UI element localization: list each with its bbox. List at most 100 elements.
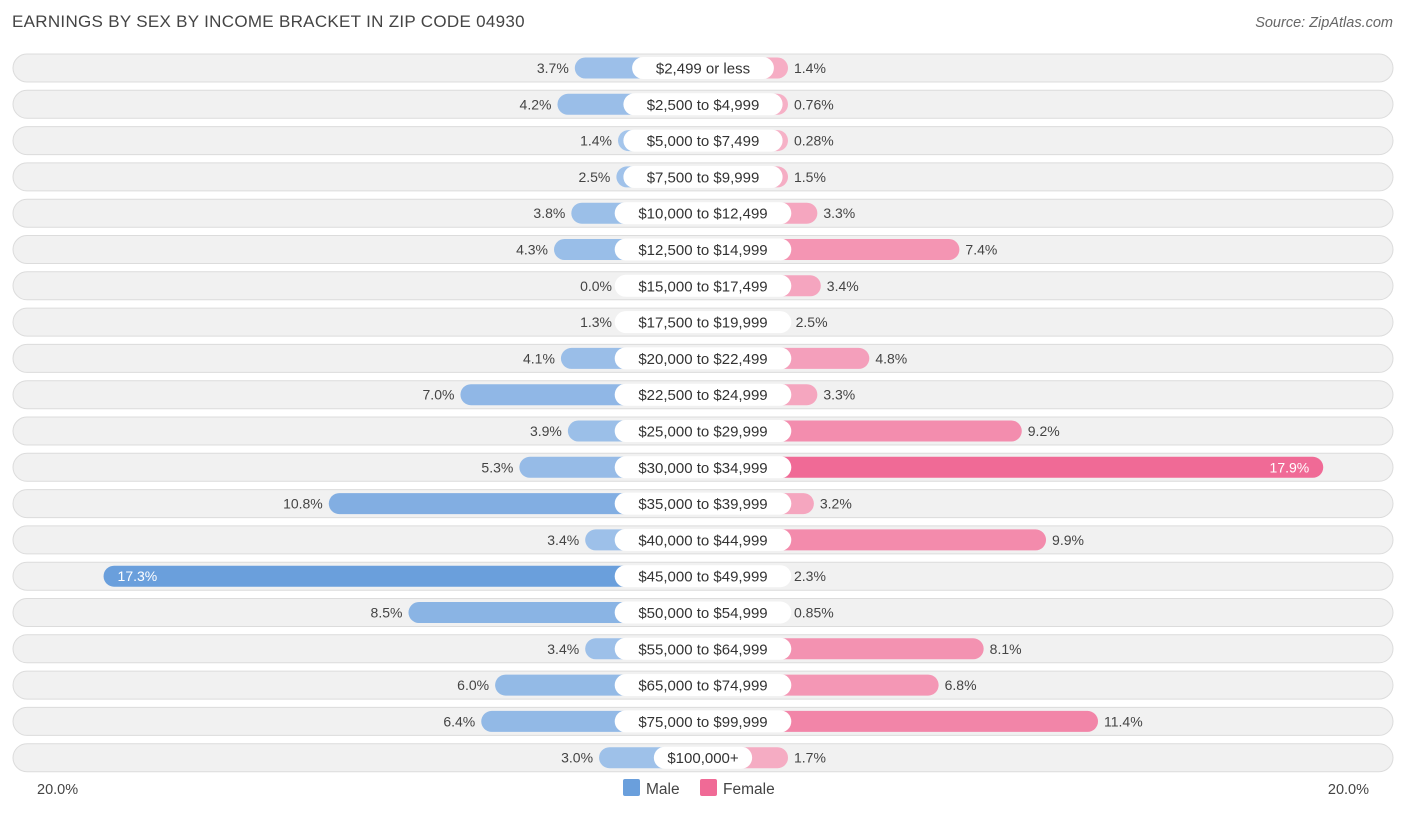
category-label: $2,500 to $4,999 — [647, 97, 760, 114]
value-label-female: 11.4% — [1104, 713, 1143, 729]
category-label: $100,000+ — [667, 750, 739, 767]
chart-row: 8.5% 0.85% $50,000 to $54,999 — [12, 598, 1394, 627]
value-label-male: 3.7% — [537, 60, 569, 76]
category-pill — [614, 710, 792, 733]
chart-row: 4.3% 7.4% $12,500 to $14,999 — [12, 235, 1394, 264]
value-label-female: 0.28% — [794, 133, 834, 149]
value-label-female: 2.3% — [794, 568, 826, 584]
legend-label-male: Male — [646, 781, 680, 798]
value-label-female: 0.85% — [794, 605, 834, 621]
category-label: $2,499 or less — [656, 61, 750, 78]
category-label: $50,000 to $54,999 — [638, 605, 767, 622]
value-label-male: 17.3% — [118, 568, 158, 584]
category-label: $5,000 to $7,499 — [647, 133, 760, 150]
value-label-male: 1.3% — [580, 314, 612, 330]
bar-female — [703, 456, 1324, 478]
legend-swatch-female — [700, 779, 717, 796]
category-label: $17,500 to $19,999 — [638, 315, 767, 332]
category-pill — [614, 492, 792, 515]
value-label-male: 4.1% — [523, 350, 555, 366]
category-pill — [614, 674, 792, 697]
value-label-female: 17.9% — [1270, 459, 1310, 475]
category-label: $20,000 to $22,499 — [638, 351, 767, 368]
category-pill — [623, 129, 783, 152]
category-label: $10,000 to $12,499 — [638, 206, 767, 223]
category-label: $25,000 to $29,999 — [638, 424, 767, 441]
category-label: $40,000 to $44,999 — [638, 532, 767, 549]
chart-row: 3.0% 1.7% $100,000+ — [12, 743, 1394, 773]
value-label-male: 8.5% — [371, 605, 403, 621]
category-pill — [614, 274, 792, 297]
chart-title: EARNINGS BY SEX BY INCOME BRACKET IN ZIP… — [12, 12, 525, 31]
category-pill — [614, 565, 792, 588]
category-label: $22,500 to $24,999 — [638, 387, 767, 404]
value-label-male: 0.0% — [580, 278, 612, 294]
category-pill — [614, 601, 792, 624]
value-label-male: 3.9% — [530, 423, 562, 439]
category-label: $35,000 to $39,999 — [638, 496, 767, 513]
chart-row: 1.4% 0.28% $5,000 to $7,499 — [12, 126, 1394, 156]
chart-row: 6.0% 6.8% $65,000 to $74,999 — [12, 670, 1394, 700]
category-pill — [614, 420, 792, 442]
value-label-female: 7.4% — [965, 242, 997, 258]
value-label-male: 6.4% — [443, 713, 475, 729]
category-pill — [614, 637, 792, 660]
value-label-female: 3.4% — [827, 278, 859, 294]
category-pill — [614, 383, 792, 406]
value-label-male: 3.4% — [547, 641, 579, 657]
value-label-male: 2.5% — [578, 169, 610, 185]
chart-row: 2.5% 1.5% $7,500 to $9,999 — [12, 162, 1394, 192]
bar-female — [703, 710, 1099, 732]
value-label-female: 6.8% — [945, 677, 977, 693]
category-pill — [614, 202, 792, 225]
value-label-male: 10.8% — [283, 496, 323, 512]
axis-label-left: 20.0% — [37, 782, 78, 798]
chart-row: 3.4% 8.1% $55,000 to $64,999 — [12, 634, 1394, 664]
category-pill — [632, 57, 774, 79]
value-label-female: 1.7% — [794, 750, 826, 766]
value-label-female: 3.3% — [823, 205, 855, 221]
chart-row: 5.3% 17.9% $30,000 to $34,999 — [12, 452, 1394, 482]
bar-male — [103, 565, 704, 587]
category-pill — [614, 311, 792, 334]
chart-row: 3.7% 1.4% $2,499 or less — [12, 53, 1394, 83]
category-pill — [614, 528, 792, 551]
value-label-male: 3.0% — [561, 750, 593, 766]
value-label-female: 1.5% — [794, 169, 826, 185]
category-label: $75,000 to $99,999 — [638, 714, 767, 731]
legend: Male Female — [623, 779, 775, 798]
value-label-male: 4.2% — [520, 96, 552, 112]
value-label-female: 8.1% — [990, 641, 1022, 657]
chart-row: 10.8% 3.2% $35,000 to $39,999 — [12, 489, 1394, 519]
value-label-male: 1.4% — [580, 133, 612, 149]
value-label-female: 3.2% — [820, 496, 852, 512]
value-label-female: 3.3% — [823, 387, 855, 403]
value-label-female: 2.5% — [796, 314, 828, 330]
category-label: $65,000 to $74,999 — [638, 678, 767, 695]
chart-row: 4.2% 0.76% $2,500 to $4,999 — [12, 89, 1394, 119]
bar-male — [328, 493, 703, 515]
category-label: $45,000 to $49,999 — [638, 569, 767, 586]
chart-row: 3.9% 9.2% $25,000 to $29,999 — [12, 416, 1394, 446]
category-label: $7,500 to $9,999 — [647, 169, 760, 186]
chart-row: 3.8% 3.3% $10,000 to $12,499 — [12, 198, 1394, 228]
value-label-male: 7.0% — [423, 387, 455, 403]
chart-row: 6.4% 11.4% $75,000 to $99,999 — [12, 706, 1394, 736]
chart-row: 7.0% 3.3% $22,500 to $24,999 — [12, 380, 1394, 410]
legend-swatch-male — [623, 779, 640, 796]
category-pill — [614, 347, 792, 370]
value-label-female: 4.8% — [875, 350, 907, 366]
category-label: $12,500 to $14,999 — [638, 242, 767, 259]
chart-row: 1.3% 2.5% $17,500 to $19,999 — [12, 307, 1394, 337]
chart-row: 4.1% 4.8% $20,000 to $22,499 — [12, 343, 1394, 373]
value-label-male: 5.3% — [481, 459, 513, 475]
value-label-male: 3.4% — [547, 532, 579, 548]
category-label: $55,000 to $64,999 — [638, 641, 767, 658]
chart-source: Source: ZipAtlas.com — [1255, 15, 1393, 31]
legend-label-female: Female — [723, 781, 775, 798]
value-label-male: 6.0% — [457, 677, 489, 693]
category-pill — [623, 165, 783, 188]
chart-row: 17.3% 2.3% $45,000 to $49,999 — [12, 561, 1394, 591]
value-label-female: 9.9% — [1052, 532, 1084, 548]
